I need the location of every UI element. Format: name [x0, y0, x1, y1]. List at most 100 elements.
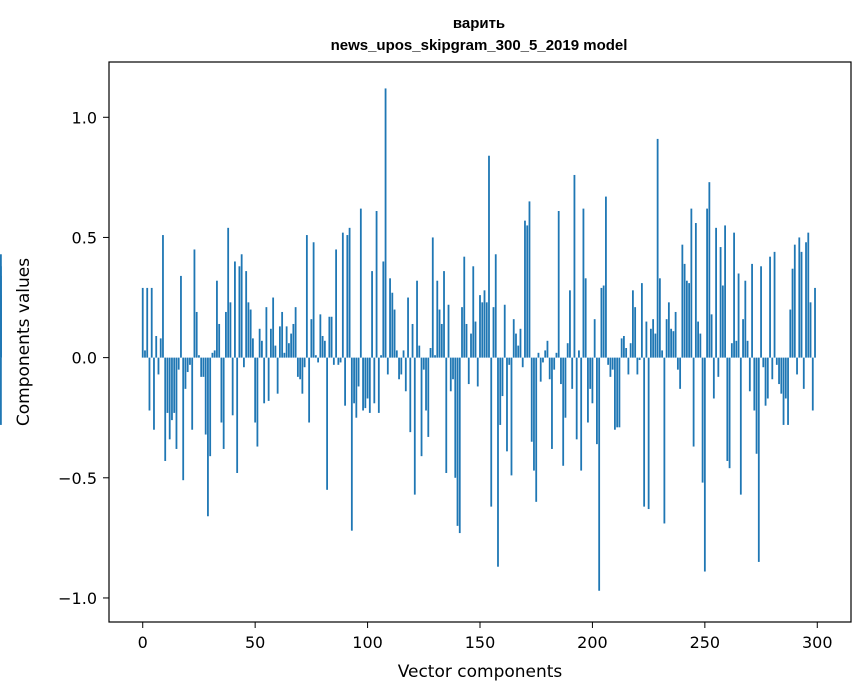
- bar: [640, 283, 643, 358]
- bar: [249, 309, 252, 358]
- bar: [218, 323, 221, 358]
- bar: [305, 235, 308, 358]
- bar: [420, 357, 423, 457]
- bar: [708, 182, 711, 358]
- bar: [533, 357, 535, 471]
- bar: [584, 278, 587, 358]
- bar: [674, 311, 677, 358]
- bar: [155, 335, 158, 358]
- bar: [267, 357, 270, 401]
- bar: [314, 355, 317, 358]
- bar: [638, 357, 641, 361]
- bar: [247, 302, 250, 358]
- bar: [667, 302, 670, 358]
- y-tick-label: 1.0: [72, 108, 97, 127]
- bar: [589, 357, 592, 389]
- bar: [404, 357, 407, 392]
- bar: [393, 309, 396, 358]
- bar: [220, 357, 223, 423]
- bar: [787, 357, 789, 425]
- bar: [290, 333, 293, 358]
- bar: [465, 323, 468, 358]
- bar: [254, 357, 257, 423]
- bar: [712, 357, 715, 399]
- bar: [472, 266, 475, 358]
- bar: [377, 357, 380, 413]
- bar: [564, 357, 567, 418]
- bar: [301, 357, 304, 394]
- bar: [508, 357, 511, 365]
- x-tick-label: 0: [138, 633, 148, 652]
- bar: [537, 352, 540, 358]
- bar: [189, 357, 191, 365]
- bar: [164, 357, 167, 461]
- x-tick-label: 300: [802, 633, 833, 652]
- bar: [261, 340, 263, 358]
- bar: [240, 254, 243, 358]
- bar: [216, 280, 218, 358]
- bar: [560, 357, 562, 385]
- bar: [692, 357, 695, 447]
- bar: [339, 357, 342, 363]
- bar: [719, 247, 722, 358]
- bar: [168, 357, 171, 440]
- bar: [470, 333, 472, 358]
- bar: [562, 357, 565, 466]
- bar: [634, 307, 637, 358]
- bar: [294, 307, 297, 358]
- bar: [463, 256, 466, 358]
- bar: [171, 357, 173, 421]
- bar: [148, 357, 151, 411]
- bar: [364, 357, 367, 409]
- bar: [580, 357, 583, 471]
- bar: [335, 249, 337, 358]
- bar: [706, 208, 708, 358]
- plot-area: [0, 61, 852, 623]
- bar: [575, 357, 578, 440]
- bar: [416, 280, 418, 358]
- bar: [571, 357, 574, 389]
- bar: [483, 290, 486, 358]
- x-axis-label: Vector components: [398, 662, 563, 682]
- bar: [582, 208, 585, 358]
- bar: [362, 357, 364, 411]
- bar: [177, 357, 180, 370]
- bar: [182, 357, 185, 481]
- bar: [245, 271, 248, 358]
- bar: [211, 352, 214, 358]
- bar: [694, 223, 697, 358]
- bar: [461, 307, 463, 358]
- bar: [733, 232, 735, 358]
- bar: [292, 323, 295, 358]
- bar: [762, 357, 765, 368]
- bar: [751, 263, 753, 358]
- bar: [303, 357, 306, 368]
- bar: [413, 357, 416, 495]
- bar: [382, 261, 385, 358]
- bar: [551, 357, 553, 449]
- y-tick-label: 0.0: [72, 349, 97, 368]
- bar: [353, 357, 355, 404]
- chart-subtitle: news_upos_skipgram_300_5_2019 model: [331, 37, 628, 54]
- bar: [805, 242, 807, 358]
- bar: [744, 280, 747, 358]
- bar: [499, 357, 502, 425]
- bar: [153, 357, 155, 430]
- bar: [238, 266, 241, 358]
- bar: [609, 357, 612, 377]
- bar: [443, 271, 445, 358]
- bar: [652, 319, 655, 358]
- bar: [272, 297, 275, 358]
- bar: [159, 338, 162, 358]
- bar: [186, 357, 189, 373]
- bar: [703, 357, 706, 572]
- bar: [807, 232, 810, 358]
- bar: [243, 357, 245, 368]
- bar: [665, 319, 668, 358]
- bar: [521, 357, 524, 368]
- bar: [760, 266, 762, 358]
- bar: [769, 256, 771, 358]
- bar: [467, 357, 470, 385]
- x-tick-label: 250: [690, 633, 721, 652]
